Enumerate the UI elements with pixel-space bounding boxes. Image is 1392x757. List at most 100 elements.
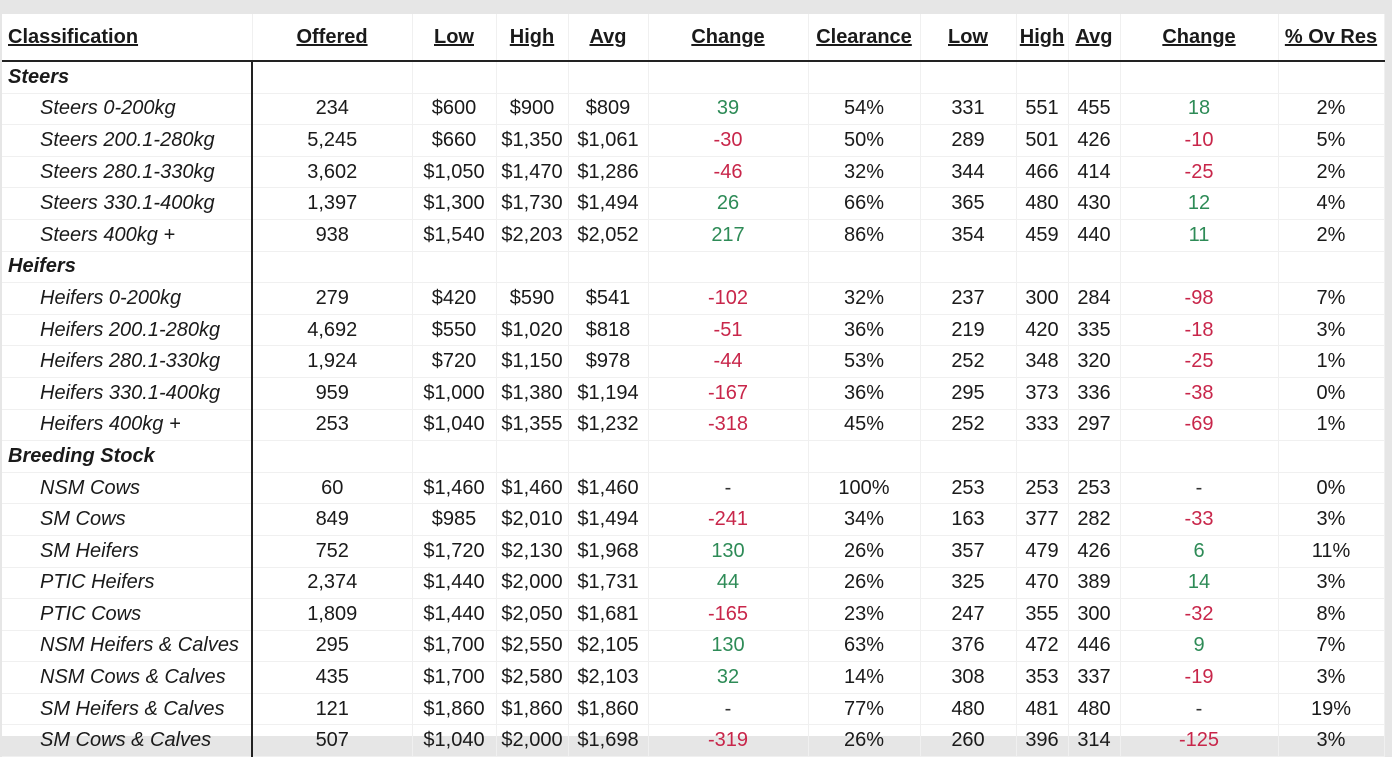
low-ckg-cell: 237 (920, 282, 1017, 315)
price-change-cell: -167 (648, 377, 809, 410)
high-ckg-cell (1016, 61, 1069, 94)
ckg-change-cell: 9 (1120, 630, 1279, 663)
low-price-cell: $1,720 (412, 535, 497, 568)
high-price-cell: $1,860 (496, 693, 569, 726)
offered-cell (252, 61, 413, 94)
offered-cell: 279 (252, 282, 413, 315)
ckg-change-cell: -18 (1120, 314, 1279, 347)
header-avg: Avg (568, 14, 649, 62)
high-price-cell: $2,050 (496, 598, 569, 631)
price-change-cell (648, 61, 809, 94)
avg-price-cell: $2,052 (568, 219, 649, 252)
clearance-cell: 36% (808, 314, 921, 347)
clearance-cell: 14% (808, 661, 921, 694)
avg-ckg-cell: 426 (1068, 535, 1121, 568)
avg-ckg-cell: 430 (1068, 187, 1121, 220)
price-change-cell (648, 440, 809, 473)
avg-ckg-cell: 284 (1068, 282, 1121, 315)
classification-cell: SM Heifers (2, 535, 253, 568)
high-ckg-cell: 472 (1016, 630, 1069, 663)
group-row: Breeding Stock (2, 440, 1385, 473)
clearance-cell: 34% (808, 503, 921, 536)
classification-cell: Steers 330.1-400kg (2, 187, 253, 220)
ov-res-cell: 0% (1278, 377, 1385, 410)
low-ckg-cell: 376 (920, 630, 1017, 663)
classification-cell: Heifers 200.1-280kg (2, 314, 253, 347)
high-price-cell: $1,020 (496, 314, 569, 347)
price-change-cell: -30 (648, 124, 809, 157)
clearance-cell: 100% (808, 472, 921, 505)
high-ckg-cell: 373 (1016, 377, 1069, 410)
group-row: Steers (2, 61, 1385, 94)
classification-cell: PTIC Heifers (2, 567, 253, 600)
avg-price-cell (568, 440, 649, 473)
classification-cell: NSM Heifers & Calves (2, 630, 253, 663)
avg-price-cell: $1,968 (568, 535, 649, 568)
table-row: NSM Cows & Calves 435 $1,700 $2,580 $2,103 32… (2, 661, 1385, 694)
ov-res-cell: 2% (1278, 156, 1385, 189)
low-price-cell (412, 61, 497, 94)
offered-cell: 121 (252, 693, 413, 726)
avg-price-cell: $1,232 (568, 409, 649, 442)
clearance-cell: 66% (808, 187, 921, 220)
avg-price-cell: $1,286 (568, 156, 649, 189)
high-ckg-cell: 333 (1016, 409, 1069, 442)
ov-res-cell: 2% (1278, 219, 1385, 252)
avg-ckg-cell: 282 (1068, 503, 1121, 536)
avg-price-cell: $541 (568, 282, 649, 315)
ckg-change-cell: -38 (1120, 377, 1279, 410)
price-change-cell: - (648, 472, 809, 505)
classification-cell: Steers 200.1-280kg (2, 124, 253, 157)
avg-price-cell: $1,681 (568, 598, 649, 631)
classification-cell: PTIC Cows (2, 598, 253, 631)
price-change-cell: -44 (648, 345, 809, 378)
classification-cell: NSM Cows & Calves (2, 661, 253, 694)
classification-cell: NSM Cows (2, 472, 253, 505)
low-ckg-cell: 365 (920, 187, 1017, 220)
header-change: Change (648, 14, 809, 62)
low-ckg-cell: 325 (920, 567, 1017, 600)
low-ckg-cell: 331 (920, 93, 1017, 126)
price-change-cell: -102 (648, 282, 809, 315)
table-row: SM Heifers 752 $1,720 $2,130 $1,968 130 26% 357… (2, 535, 1385, 568)
high-price-cell (496, 61, 569, 94)
ckg-change-cell: -98 (1120, 282, 1279, 315)
table-row: PTIC Cows 1,809 $1,440 $2,050 $1,681 -165 23% 2… (2, 598, 1385, 631)
high-ckg-cell: 377 (1016, 503, 1069, 536)
price-change-cell: - (648, 693, 809, 726)
high-price-cell: $1,730 (496, 187, 569, 220)
ckg-change-cell: 11 (1120, 219, 1279, 252)
low-ckg-cell: 344 (920, 156, 1017, 189)
low-ckg-cell: 253 (920, 472, 1017, 505)
avg-ckg-cell: 440 (1068, 219, 1121, 252)
ov-res-cell (1278, 61, 1385, 94)
table-row: Heifers 330.1-400kg 959 $1,000 $1,380 $1,194… (2, 377, 1385, 410)
high-ckg-cell: 479 (1016, 535, 1069, 568)
low-ckg-cell: 163 (920, 503, 1017, 536)
header-low: Low (412, 14, 497, 62)
low-ckg-cell: 357 (920, 535, 1017, 568)
offered-cell: 4,692 (252, 314, 413, 347)
price-change-cell: 39 (648, 93, 809, 126)
high-ckg-cell: 481 (1016, 693, 1069, 726)
high-ckg-cell: 420 (1016, 314, 1069, 347)
low-price-cell: $1,460 (412, 472, 497, 505)
offered-cell: 849 (252, 503, 413, 536)
high-price-cell: $1,460 (496, 472, 569, 505)
avg-ckg-cell: 455 (1068, 93, 1121, 126)
high-ckg-cell: 501 (1016, 124, 1069, 157)
header-high: High (496, 14, 569, 62)
ckg-change-cell (1120, 61, 1279, 94)
ov-res-cell: 7% (1278, 282, 1385, 315)
low-price-cell: $1,000 (412, 377, 497, 410)
ov-res-cell: 3% (1278, 314, 1385, 347)
ckg-change-cell: -25 (1120, 156, 1279, 189)
high-ckg-cell: 353 (1016, 661, 1069, 694)
ov-res-cell: 3% (1278, 503, 1385, 536)
low-price-cell: $1,440 (412, 598, 497, 631)
low-ckg-cell: 247 (920, 598, 1017, 631)
ckg-change-cell: 14 (1120, 567, 1279, 600)
low-ckg-cell: 252 (920, 409, 1017, 442)
ckg-change-cell (1120, 251, 1279, 284)
low-ckg-cell: 289 (920, 124, 1017, 157)
